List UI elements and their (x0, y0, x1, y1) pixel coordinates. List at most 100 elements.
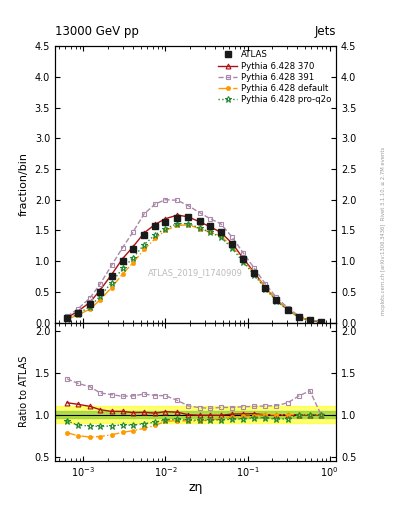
X-axis label: zη: zη (188, 481, 203, 494)
Pythia 6.428 370 (130, 244, 135, 250)
Pythia 6.428 default (230, 243, 235, 249)
Pythia 6.428 391 (285, 305, 290, 311)
ATLAS (252, 270, 256, 276)
ATLAS (75, 310, 80, 316)
Pythia 6.428 391 (98, 281, 103, 287)
Pythia 6.428 391 (175, 197, 180, 203)
Pythia 6.428 default (88, 306, 92, 312)
Pythia 6.428 370 (307, 317, 312, 324)
Pythia 6.428 pro-q2o (64, 315, 69, 322)
ATLAS (98, 289, 103, 295)
Y-axis label: Ratio to ATLAS: Ratio to ATLAS (19, 356, 29, 428)
Pythia 6.428 370 (186, 214, 191, 220)
Pythia 6.428 370 (230, 240, 235, 246)
Pythia 6.428 pro-q2o (163, 225, 168, 231)
Line: Pythia 6.428 391: Pythia 6.428 391 (64, 197, 323, 325)
ATLAS (175, 215, 180, 221)
Pythia 6.428 370 (64, 314, 69, 321)
ATLAS (163, 219, 168, 225)
Pythia 6.428 370 (142, 230, 147, 236)
ATLAS (241, 255, 245, 262)
Pythia 6.428 370 (75, 308, 80, 314)
Pythia 6.428 pro-q2o (175, 221, 180, 227)
Pythia 6.428 370 (241, 255, 245, 261)
Pythia 6.428 pro-q2o (218, 234, 223, 240)
Pythia 6.428 370 (263, 285, 268, 291)
Pythia 6.428 default (307, 317, 312, 324)
Pythia 6.428 370 (98, 287, 103, 293)
Pythia 6.428 391 (296, 313, 301, 319)
Y-axis label: fraction/bin: fraction/bin (19, 153, 29, 216)
Pythia 6.428 391 (197, 209, 202, 216)
Pythia 6.428 pro-q2o (307, 317, 312, 324)
Pythia 6.428 default (120, 271, 125, 277)
Pythia 6.428 370 (319, 319, 323, 325)
Pythia 6.428 default (319, 319, 323, 325)
Pythia 6.428 default (98, 297, 103, 303)
Pythia 6.428 370 (197, 219, 202, 225)
Text: 13000 GeV pp: 13000 GeV pp (55, 26, 139, 38)
Pythia 6.428 default (130, 260, 135, 266)
Line: Pythia 6.428 default: Pythia 6.428 default (65, 223, 323, 324)
ATLAS (285, 307, 290, 313)
Pythia 6.428 391 (88, 295, 92, 301)
Pythia 6.428 default (186, 222, 191, 228)
Pythia 6.428 pro-q2o (241, 259, 245, 265)
ATLAS (197, 218, 202, 224)
Pythia 6.428 391 (120, 245, 125, 251)
Pythia 6.428 391 (163, 197, 168, 203)
Pythia 6.428 default (175, 222, 180, 228)
Pythia 6.428 pro-q2o (186, 221, 191, 227)
Pythia 6.428 pro-q2o (142, 242, 147, 248)
ATLAS (153, 223, 158, 229)
Pythia 6.428 370 (88, 299, 92, 305)
Text: mcplots.cern.ch [arXiv:1306.3436]  Rivet 3.1.10, ≥ 2.7M events: mcplots.cern.ch [arXiv:1306.3436] Rivet … (381, 146, 386, 314)
Pythia 6.428 pro-q2o (98, 293, 103, 299)
Pythia 6.428 391 (142, 211, 147, 217)
Pythia 6.428 pro-q2o (75, 311, 80, 317)
Pythia 6.428 default (274, 297, 279, 303)
Pythia 6.428 pro-q2o (109, 280, 114, 286)
Pythia 6.428 391 (241, 249, 245, 255)
Line: Pythia 6.428 370: Pythia 6.428 370 (64, 212, 323, 325)
Pythia 6.428 391 (218, 221, 223, 227)
Pythia 6.428 pro-q2o (153, 231, 158, 238)
Pythia 6.428 370 (163, 216, 168, 222)
Pythia 6.428 default (109, 285, 114, 291)
Pythia 6.428 pro-q2o (263, 286, 268, 292)
Pythia 6.428 default (75, 312, 80, 318)
Pythia 6.428 default (142, 246, 147, 252)
Pythia 6.428 pro-q2o (120, 265, 125, 271)
Pythia 6.428 391 (263, 281, 268, 287)
Text: Jets: Jets (314, 26, 336, 38)
Pythia 6.428 391 (130, 229, 135, 236)
Pythia 6.428 pro-q2o (319, 319, 323, 325)
Line: Pythia 6.428 pro-q2o: Pythia 6.428 pro-q2o (64, 221, 324, 325)
Pythia 6.428 370 (208, 224, 213, 230)
Pythia 6.428 370 (218, 229, 223, 236)
ATLAS (130, 246, 135, 252)
Pythia 6.428 370 (109, 271, 114, 278)
Pythia 6.428 370 (274, 297, 279, 303)
Pythia 6.428 default (197, 225, 202, 231)
Pythia 6.428 391 (252, 265, 256, 271)
ATLAS (274, 297, 279, 303)
Pythia 6.428 pro-q2o (252, 271, 256, 278)
Pythia 6.428 default (218, 233, 223, 239)
Pythia 6.428 370 (153, 221, 158, 227)
ATLAS (109, 273, 114, 280)
Pythia 6.428 391 (319, 319, 323, 325)
ATLAS (230, 241, 235, 247)
Pythia 6.428 default (252, 270, 256, 276)
Text: ATLAS_2019_I1740909: ATLAS_2019_I1740909 (148, 268, 243, 278)
Pythia 6.428 pro-q2o (208, 229, 213, 236)
ATLAS (296, 314, 301, 320)
Pythia 6.428 370 (296, 314, 301, 320)
ATLAS (64, 315, 69, 322)
ATLAS (88, 301, 92, 307)
ATLAS (208, 223, 213, 229)
Pythia 6.428 370 (285, 307, 290, 313)
ATLAS (263, 285, 268, 291)
Pythia 6.428 391 (186, 203, 191, 209)
Pythia 6.428 pro-q2o (296, 314, 301, 320)
